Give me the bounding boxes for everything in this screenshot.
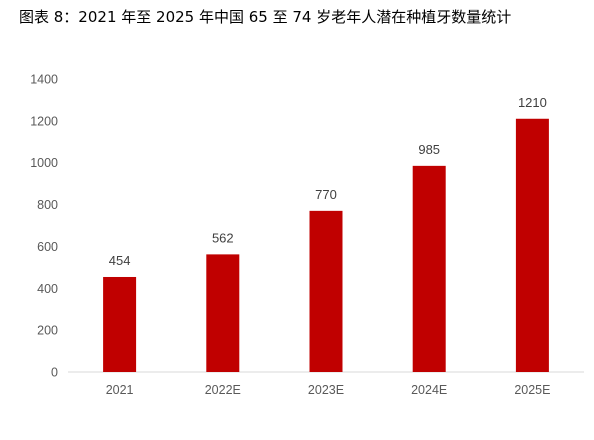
x-tick-label: 2025E (514, 383, 550, 397)
x-tick-label: 2021 (106, 383, 134, 397)
y-tick-label: 1000 (30, 156, 58, 170)
bar (103, 276, 137, 372)
y-tick-label: 400 (37, 282, 58, 296)
bar (515, 118, 549, 372)
y-tick-label: 0 (51, 366, 58, 380)
y-tick-label: 800 (37, 198, 58, 212)
bar (206, 254, 240, 372)
x-tick-label: 2024E (411, 383, 447, 397)
y-tick-label: 1400 (30, 73, 58, 87)
bar (309, 210, 343, 372)
y-tick-label: 1200 (30, 114, 58, 128)
data-label: 1210 (518, 95, 547, 110)
y-tick-label: 200 (37, 324, 58, 338)
x-tick-label: 2023E (308, 383, 344, 397)
data-label: 985 (418, 142, 440, 157)
y-tick-label: 600 (37, 240, 58, 254)
figure-title: 图表 8：2021 年至 2025 年中国 65 至 74 岁老年人潜在种植牙数… (19, 8, 512, 26)
data-label: 454 (109, 253, 131, 268)
x-tick-label: 2022E (205, 383, 241, 397)
bar (412, 165, 446, 372)
data-label: 562 (212, 230, 234, 245)
data-label: 770 (315, 187, 337, 202)
